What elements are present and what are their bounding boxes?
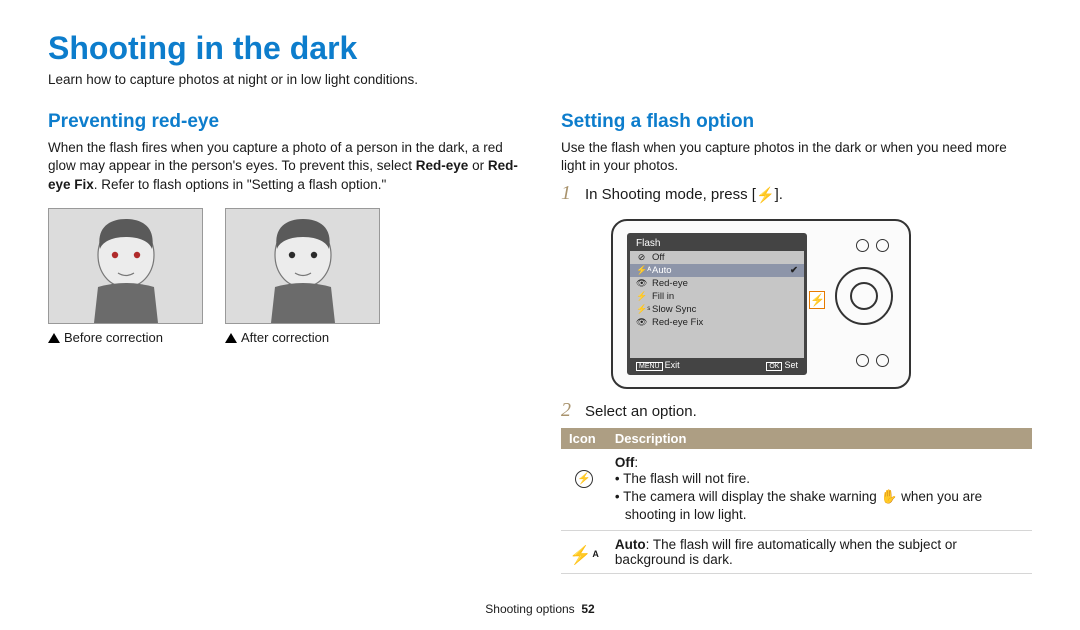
exit-label: MENUExit [636, 360, 680, 370]
step-2-text: Select an option. [585, 403, 697, 420]
heading-setting-flash-option: Setting a flash option [561, 111, 1032, 133]
camera-diagram: Flash ⊘Off⚡ᴬAuto✔👁Red-eye⚡Fill in⚡ˢSlow … [611, 219, 911, 389]
camera-small-button [876, 354, 889, 367]
step-1-text: In Shooting mode, press [⚡]. [585, 186, 783, 204]
step-number: 1 [561, 182, 575, 205]
screen-footer: MENUExit OKSet [630, 358, 804, 372]
before-block: Before correction [48, 208, 203, 345]
before-image [48, 208, 203, 324]
before-caption: Before correction [48, 330, 203, 345]
set-label: OKSet [766, 360, 798, 370]
col-left: Preventing red-eye When the flash fires … [48, 111, 519, 574]
icon-auto: ⚡A [561, 531, 607, 574]
page-title: Shooting in the dark [48, 30, 1032, 67]
flash-menu-item: ⊘Off [630, 251, 804, 264]
desc-off: Off: The flash will not fire. The camera… [607, 449, 1032, 531]
camera-dial [835, 267, 893, 325]
page-subtitle: Learn how to capture photos at night or … [48, 71, 1032, 89]
triangle-icon [48, 333, 60, 343]
step-2: 2 Select an option. [561, 399, 1032, 422]
after-image [225, 208, 380, 324]
heading-preventing-red-eye: Preventing red-eye [48, 111, 519, 133]
flash-menu-item: 👁Red-eye Fix [630, 316, 804, 329]
content-columns: Preventing red-eye When the flash fires … [48, 111, 1032, 574]
face-after-illustration [243, 208, 363, 323]
step-1: 1 In Shooting mode, press [⚡]. [561, 182, 1032, 205]
camera-screen: Flash ⊘Off⚡ᴬAuto✔👁Red-eye⚡Fill in⚡ˢSlow … [627, 233, 807, 375]
camera-controls: ⚡ [815, 231, 899, 377]
flash-menu-item: ⚡Fill in [630, 290, 804, 303]
after-block: After correction [225, 208, 380, 345]
table-row: ⚡A Auto: The flash will fire automatical… [561, 531, 1032, 574]
flash-menu-list: ⊘Off⚡ᴬAuto✔👁Red-eye⚡Fill in⚡ˢSlow Sync👁R… [630, 251, 804, 329]
col-header-description: Description [607, 428, 1032, 449]
flash-options-table: Icon Description ⚡ Off: The flash will n… [561, 428, 1032, 575]
camera-small-button [856, 239, 869, 252]
camera-small-button [876, 239, 889, 252]
table-row: ⚡ Off: The flash will not fire. The came… [561, 449, 1032, 531]
icon-off: ⚡ [561, 449, 607, 531]
page-footer: Shooting options 52 [0, 602, 1080, 616]
flash-description: Use the flash when you capture photos in… [561, 139, 1032, 175]
camera-small-button [856, 354, 869, 367]
red-eye-description: When the flash fires when you capture a … [48, 139, 519, 194]
face-before-illustration [66, 208, 186, 323]
after-caption: After correction [225, 330, 380, 345]
flash-menu-item: ⚡ᴬAuto✔ [630, 264, 804, 277]
flash-menu-item: ⚡ˢSlow Sync [630, 303, 804, 316]
col-header-icon: Icon [561, 428, 607, 449]
menu-title: Flash [630, 236, 804, 251]
step-number: 2 [561, 399, 575, 422]
desc-auto: Auto: The flash will fire automatically … [607, 531, 1032, 574]
flash-icon: ⚡ [756, 187, 775, 204]
flash-button-label: ⚡ [809, 291, 825, 309]
red-eye-comparison: Before correction After correction [48, 208, 519, 345]
col-right: Setting a flash option Use the flash whe… [561, 111, 1032, 574]
triangle-icon [225, 333, 237, 343]
flash-menu-item: 👁Red-eye [630, 277, 804, 290]
